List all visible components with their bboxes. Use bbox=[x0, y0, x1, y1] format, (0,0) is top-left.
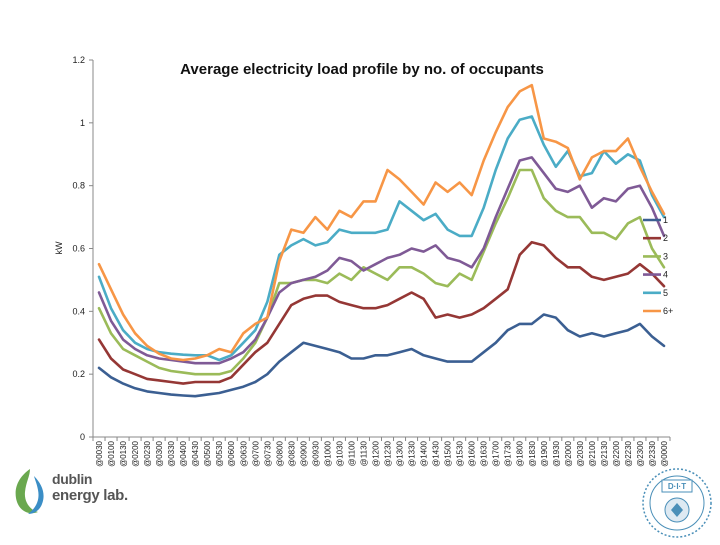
x-tick-label: @0500 bbox=[203, 440, 212, 466]
x-tick-label: @1600 bbox=[468, 440, 477, 466]
dublin-energy-lab-emblem-icon bbox=[15, 469, 44, 514]
x-tick-label: @2330 bbox=[648, 440, 657, 466]
x-tick-label: @1800 bbox=[516, 440, 525, 466]
x-tick-label: @0730 bbox=[263, 440, 272, 466]
y-ticks: 0 0.2 0.4 0.6 0.8 1 1.2 bbox=[72, 55, 93, 442]
x-tick-label: @0600 bbox=[227, 440, 236, 466]
x-tick-label: @0800 bbox=[275, 440, 284, 466]
y-tick-label: 0.6 bbox=[72, 244, 85, 254]
legend-label: 2 bbox=[663, 233, 668, 243]
x-tick-label: @0530 bbox=[215, 440, 224, 466]
x-tick-label: @2230 bbox=[624, 440, 633, 466]
x-tick-label: @1500 bbox=[444, 440, 453, 466]
y-tick-label: 0.8 bbox=[72, 181, 85, 191]
y-axis-label: kW bbox=[54, 241, 64, 255]
y-tick-label: 0.2 bbox=[72, 369, 85, 379]
y-tick-label: 1.2 bbox=[72, 55, 85, 65]
x-tick-label: @0430 bbox=[191, 440, 200, 466]
x-tick-label: @1330 bbox=[408, 440, 417, 466]
legend: 1 2 3 4 5 6+ bbox=[643, 215, 673, 316]
x-tick-label: @0830 bbox=[287, 440, 296, 466]
series-line-4 bbox=[97, 156, 666, 365]
series-line-1 bbox=[97, 313, 666, 398]
x-tick-label: @1430 bbox=[432, 440, 441, 466]
y-tick-label: 0.4 bbox=[72, 306, 85, 316]
x-tick-label: @1000 bbox=[323, 440, 332, 466]
x-tick-label: @1200 bbox=[371, 440, 380, 466]
series-lines bbox=[97, 83, 666, 398]
y-tick-label: 0 bbox=[80, 432, 85, 442]
x-tick-label: @0030 bbox=[95, 440, 104, 466]
x-tick-label: @2200 bbox=[612, 440, 621, 466]
legend-label: 4 bbox=[663, 270, 668, 280]
x-tick-label: @1900 bbox=[540, 440, 549, 466]
x-tick-label: @0130 bbox=[119, 440, 128, 466]
x-tick-label: @1930 bbox=[552, 440, 561, 466]
dit-logo: D·I·T bbox=[640, 466, 714, 540]
x-tick-label: @0400 bbox=[179, 440, 188, 466]
x-tick-label: @1130 bbox=[359, 440, 368, 466]
series-line-3 bbox=[97, 168, 666, 376]
x-tick-label: @0200 bbox=[131, 440, 140, 466]
x-tick-label: @1700 bbox=[492, 440, 501, 466]
x-tick-label: @2000 bbox=[564, 440, 573, 466]
legend-label: 5 bbox=[663, 288, 668, 298]
chart-title: Average electricity load profile by no. … bbox=[180, 61, 544, 78]
x-tick-label: @0100 bbox=[107, 440, 116, 466]
x-tick-label: @1730 bbox=[504, 440, 513, 466]
dublin-energy-lab-logo: dublin energy lab. bbox=[10, 466, 145, 528]
x-tick-label: @2130 bbox=[600, 440, 609, 466]
legend-label: 6+ bbox=[663, 306, 673, 316]
y-tick-label: 1 bbox=[80, 118, 85, 128]
x-tick-label: @1230 bbox=[384, 440, 393, 466]
x-tick-label: @1400 bbox=[420, 440, 429, 466]
x-tick-label: @1300 bbox=[396, 440, 405, 466]
x-tick-label: @1100 bbox=[347, 440, 356, 466]
x-tick-label: @0900 bbox=[299, 440, 308, 466]
legend-label: 3 bbox=[663, 251, 668, 261]
x-tick-label: @0630 bbox=[239, 440, 248, 466]
x-tick-label: @1030 bbox=[335, 440, 344, 466]
series-line-6plus bbox=[97, 83, 666, 362]
legend-label: 1 bbox=[663, 215, 668, 225]
series-line-2 bbox=[97, 240, 666, 385]
x-tick-label: @2100 bbox=[588, 440, 597, 466]
x-tick-label: @0700 bbox=[251, 440, 260, 466]
x-tick-label: @0330 bbox=[167, 440, 176, 466]
x-tick-label: @2300 bbox=[636, 440, 645, 466]
x-tick-label: @2030 bbox=[576, 440, 585, 466]
x-tick-label: @0300 bbox=[155, 440, 164, 466]
series-line-5 bbox=[97, 115, 666, 362]
x-tick-label: @0230 bbox=[143, 440, 152, 466]
x-ticks: @0030 @0100 @0130 @0200 @0230 @0300 @0330 @0400… bbox=[92, 437, 671, 467]
x-tick-label: @1530 bbox=[456, 440, 465, 466]
x-tick-label: @1830 bbox=[528, 440, 537, 466]
x-tick-label: @1630 bbox=[480, 440, 489, 466]
dit-seal-icon: D·I·T bbox=[642, 468, 712, 538]
logo-text-dublin: dublin bbox=[52, 471, 93, 487]
x-tick-label: @0930 bbox=[311, 440, 320, 466]
svg-text:D·I·T: D·I·T bbox=[668, 482, 686, 491]
x-tick-label: @0000 bbox=[660, 440, 669, 466]
logo-text-energy-lab: energy lab. bbox=[52, 487, 128, 504]
